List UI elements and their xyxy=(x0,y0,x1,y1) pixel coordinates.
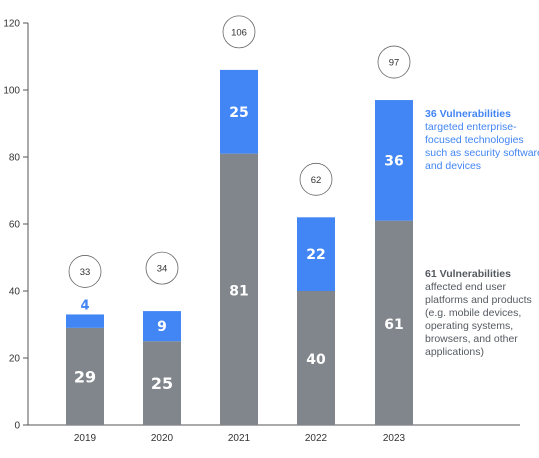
x-tick-label: 2022 xyxy=(305,433,328,444)
bar-segment-top xyxy=(220,69,258,154)
bar-bottom-label: 81 xyxy=(229,283,248,299)
total-circle xyxy=(299,162,333,196)
annotation-top-body: targeted enterprise-focused technologies… xyxy=(425,121,539,172)
total-label: 34 xyxy=(157,264,168,275)
bar-segment-bottom xyxy=(143,341,181,425)
bar-top-label: 36 xyxy=(384,153,403,169)
bar-segment-bottom xyxy=(375,220,413,425)
total-circle xyxy=(145,251,179,285)
annotation-bottom-head: 61 Vulnerabilities xyxy=(425,268,511,280)
annotation-bottom: 61 Vulnerabilities affected end user pla… xyxy=(425,268,539,359)
y-tick-label: 100 xyxy=(3,86,20,97)
bar-bottom-label: 40 xyxy=(306,352,326,368)
y-tick-label: 80 xyxy=(9,153,21,164)
bar-top-label: 25 xyxy=(229,105,248,121)
y-tick-label: 0 xyxy=(14,421,20,432)
y-tick-label: 40 xyxy=(9,287,21,298)
bar-segment-top xyxy=(66,314,104,328)
bar-top-label: 4 xyxy=(80,298,89,313)
bar-segment-top xyxy=(143,311,181,342)
bar-segment-bottom xyxy=(297,291,335,425)
x-tick-label: 2020 xyxy=(151,433,174,444)
annotation-top: 36 Vulnerabilities targeted enterprise-f… xyxy=(425,108,539,173)
bar-bottom-label: 61 xyxy=(384,317,403,333)
x-tick-label: 2021 xyxy=(228,433,251,444)
x-tick-label: 2023 xyxy=(383,433,406,444)
y-tick-label: 120 xyxy=(3,19,20,30)
axes: 0 20 40 60 80 100 120 xyxy=(3,19,520,432)
bar-segment-top xyxy=(297,217,335,291)
bar-segment-bottom xyxy=(220,153,258,425)
total-label: 33 xyxy=(80,267,91,278)
total-label: 97 xyxy=(389,58,400,69)
annotation-bottom-body: affected end user platforms and products… xyxy=(425,281,532,358)
total-circle xyxy=(222,15,256,49)
total-label: 106 xyxy=(231,27,247,38)
bar-top-label: 22 xyxy=(306,247,325,263)
y-tick-label: 20 xyxy=(9,354,21,365)
bar-segment-top xyxy=(375,100,413,221)
annotation-top-head: 36 Vulnerabilities xyxy=(425,108,511,120)
bar-top-label: 9 xyxy=(157,319,167,335)
total-circle xyxy=(68,255,102,288)
bar-bottom-label: 29 xyxy=(74,367,96,386)
total-circle xyxy=(377,45,411,79)
y-tick-label: 60 xyxy=(9,220,21,231)
bar-bottom-label: 25 xyxy=(151,374,173,393)
total-label: 62 xyxy=(311,175,322,186)
bar-segment-bottom xyxy=(66,327,104,425)
x-tick-label: 2019 xyxy=(74,433,97,444)
bars: 29 4 33 2019 25 9 34 2020 81 25 106 2021 40 22 62 2022 6… xyxy=(66,15,413,444)
